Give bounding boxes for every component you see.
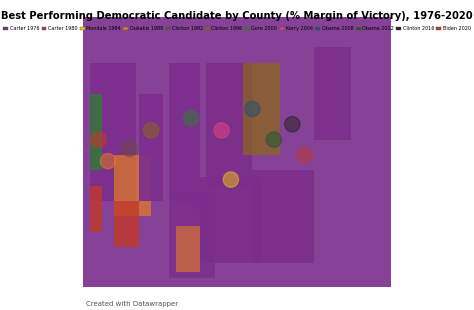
- Text: Created with Datawrapper: Created with Datawrapper: [86, 301, 179, 307]
- Circle shape: [91, 132, 107, 147]
- Circle shape: [214, 123, 229, 138]
- Bar: [169, 63, 200, 201]
- Circle shape: [143, 123, 159, 138]
- Bar: [139, 94, 163, 201]
- Circle shape: [223, 172, 238, 187]
- Bar: [169, 192, 216, 278]
- FancyBboxPatch shape: [83, 17, 391, 287]
- Circle shape: [192, 193, 208, 209]
- Bar: [114, 201, 139, 247]
- Bar: [243, 63, 280, 155]
- Bar: [200, 176, 262, 263]
- Bar: [90, 63, 136, 201]
- Text: Best Performing Democratic Candidate by County (% Margin of Victory), 1976-2020: Best Performing Democratic Candidate by …: [1, 11, 473, 20]
- Circle shape: [245, 101, 260, 117]
- Bar: [314, 47, 351, 140]
- Bar: [175, 226, 200, 272]
- Circle shape: [266, 132, 282, 147]
- Circle shape: [100, 153, 116, 169]
- Bar: [90, 186, 102, 232]
- Bar: [83, 17, 391, 287]
- Bar: [252, 170, 314, 263]
- Bar: [90, 94, 102, 170]
- Legend: Carter 1976, Carter 1980, Mondale 1984, Dukakis 1988, Clinton 1992, Clinton 1996: Carter 1976, Carter 1980, Mondale 1984, …: [2, 25, 472, 32]
- Bar: [114, 155, 151, 216]
- Circle shape: [122, 141, 137, 157]
- Circle shape: [284, 117, 300, 132]
- Bar: [206, 63, 252, 186]
- Circle shape: [297, 147, 312, 163]
- Circle shape: [183, 110, 199, 126]
